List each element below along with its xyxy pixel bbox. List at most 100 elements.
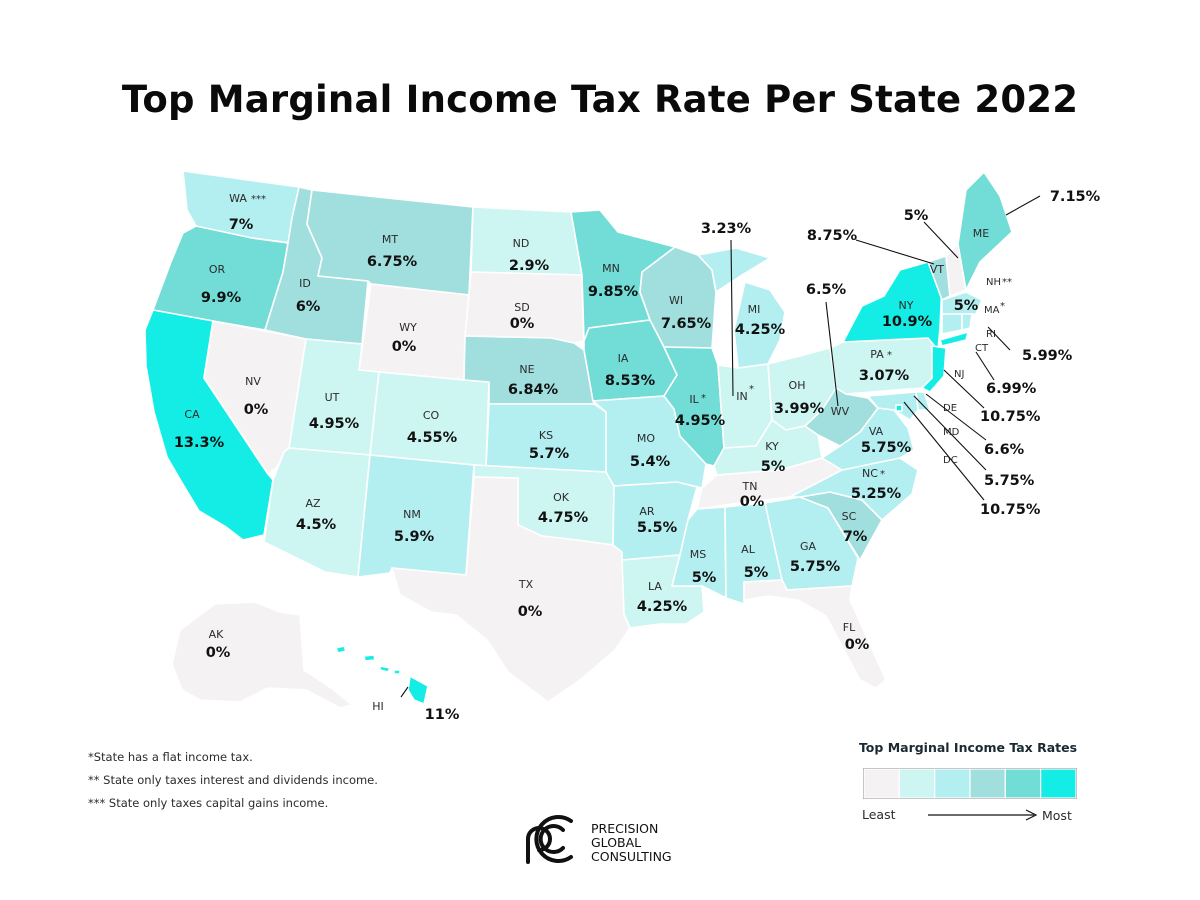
label-abbr-me: ME: [973, 227, 989, 240]
label-abbr-nj: NJ: [954, 369, 964, 380]
state-shape-mi[interactable]: [697, 247, 786, 369]
label-abbr-hi: HI: [372, 700, 384, 713]
label-rate-fl: 0%: [845, 637, 870, 653]
note-nh: **: [1002, 277, 1012, 288]
label-rate-md: 5.75%: [984, 473, 1035, 489]
label-rate-ne: 6.84%: [508, 382, 559, 398]
label-abbr-ma: MA: [984, 305, 1000, 316]
label-rate-mt: 6.75%: [367, 254, 418, 270]
state-shape-dc[interactable]: [895, 404, 903, 412]
label-abbr-ut: UT: [325, 391, 340, 404]
note-wa: ***: [251, 194, 266, 205]
label-rate-mo: 5.4%: [630, 454, 671, 470]
state-shape-wi[interactable]: [639, 246, 717, 349]
label-abbr-ri: RI: [986, 329, 996, 340]
legend-title: Top Marginal Income Tax Rates: [859, 740, 1077, 755]
label-abbr-wy: WY: [399, 321, 417, 334]
label-abbr-al: AL: [741, 543, 756, 556]
color-legend: Top Marginal Income Tax Rates Least Most: [859, 740, 1077, 823]
label-abbr-ny: NY: [899, 299, 914, 312]
label-abbr-ok: OK: [553, 491, 570, 504]
label-rate-me: 7.15%: [1050, 189, 1101, 205]
label-rate-in: 3.23%: [701, 221, 752, 237]
label-rate-ma: 5%: [954, 298, 979, 314]
label-abbr-va: VA: [869, 425, 884, 438]
label-abbr-vt: VT: [930, 263, 945, 276]
label-abbr-ne: NE: [519, 363, 534, 376]
label-rate-dc: 10.75%: [980, 502, 1041, 518]
note-il: *: [701, 393, 706, 404]
label-rate-ks: 5.7%: [529, 446, 570, 462]
logo-text-line1: PRECISION: [591, 821, 658, 836]
label-rate-ga: 5.75%: [790, 559, 841, 575]
label-abbr-ga: GA: [800, 540, 817, 553]
precision-global-consulting-logo: PRECISION GLOBAL CONSULTING: [526, 815, 672, 864]
label-rate-or: 9.9%: [201, 290, 242, 306]
state-shape-md[interactable]: [867, 391, 919, 421]
label-abbr-nm: NM: [403, 508, 421, 521]
label-rate-ct: 6.99%: [986, 381, 1037, 397]
label-rate-tn: 0%: [740, 494, 765, 510]
legend-swatch-2: [934, 768, 971, 799]
label-abbr-ak: AK: [209, 628, 225, 641]
footnote-capital-gains: *** State only taxes capital gains incom…: [88, 796, 328, 810]
label-abbr-nh: NH: [986, 277, 1001, 288]
label-abbr-mn: MN: [602, 262, 620, 275]
leader-lines: [400, 195, 1041, 698]
state-shape-il[interactable]: [663, 346, 725, 467]
label-rate-nj: 10.75%: [980, 409, 1041, 425]
label-abbr-mo: MO: [637, 432, 655, 445]
state-shape-az[interactable]: [263, 447, 371, 578]
label-abbr-ks: KS: [539, 429, 553, 442]
note-ma: *: [1000, 301, 1005, 312]
label-abbr-ar: AR: [639, 505, 655, 518]
legend-swatch-3: [969, 768, 1006, 799]
label-abbr-wa: WA: [229, 192, 247, 205]
label-rate-va: 5.75%: [861, 440, 912, 456]
state-shape-pa[interactable]: [829, 337, 939, 395]
note-nc: *: [880, 469, 885, 480]
label-rate-mi: 4.25%: [735, 322, 786, 338]
state-shape-ri[interactable]: [961, 313, 973, 331]
label-rate-ak: 0%: [206, 645, 231, 661]
label-abbr-wi: WI: [669, 294, 683, 307]
state-shape-me[interactable]: [957, 171, 1013, 291]
label-abbr-tx: TX: [518, 578, 534, 591]
state-shape-fl[interactable]: [743, 579, 887, 689]
logo-text-line3: CONSULTING: [591, 849, 672, 864]
state-shape-tx[interactable]: [391, 476, 631, 703]
label-rate-sc: 7%: [843, 529, 868, 545]
state-shape-ak[interactable]: [171, 601, 353, 709]
footnote-flat-tax: *State has a flat income tax.: [88, 750, 253, 764]
label-rate-ar: 5.5%: [637, 520, 678, 536]
legend-swatch-5: [1040, 768, 1077, 799]
label-rate-wy: 0%: [392, 339, 417, 355]
state-shape-nj[interactable]: [921, 345, 947, 393]
label-abbr-ia: IA: [618, 352, 629, 365]
legend-swatch-4: [1004, 768, 1042, 799]
label-rate-hi: 11%: [425, 707, 460, 723]
label-rate-nv: 0%: [244, 402, 269, 418]
pgc-logo-mark: [526, 815, 573, 864]
label-rate-ky: 5%: [761, 459, 786, 475]
label-abbr-la: LA: [648, 580, 662, 593]
state-shape-hi[interactable]: [335, 645, 429, 705]
state-shape-ma[interactable]: [941, 291, 983, 315]
state-shape-ct[interactable]: [941, 313, 963, 335]
label-rate-ny: 10.9%: [882, 314, 933, 330]
label-abbr-wv: WV: [831, 405, 850, 418]
label-rate-vt: 8.75%: [807, 228, 858, 244]
map-title: Top Marginal Income Tax Rate Per State 2…: [121, 78, 1079, 121]
label-abbr-de: DE: [943, 403, 957, 414]
label-abbr-nc: NC: [862, 467, 878, 480]
label-abbr-nv: NV: [245, 375, 261, 388]
label-rate-id: 6%: [296, 299, 321, 315]
label-rate-nd: 2.9%: [509, 258, 550, 274]
label-rate-mn: 9.85%: [588, 284, 639, 300]
label-rate-wa: 7%: [229, 217, 254, 233]
label-abbr-mi: MI: [748, 303, 761, 316]
label-abbr-pa: PA: [870, 348, 884, 361]
label-rate-sd: 0%: [510, 316, 535, 332]
legend-most-label: Most: [1042, 808, 1072, 823]
legend-swatch-0: [863, 768, 900, 799]
